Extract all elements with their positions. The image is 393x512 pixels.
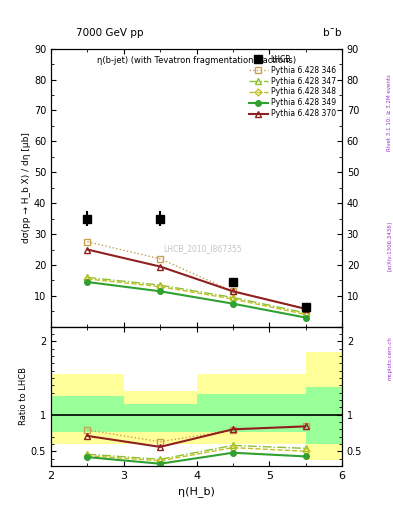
Text: b¯b: b¯b [323, 28, 342, 38]
Y-axis label: Ratio to LHCB: Ratio to LHCB [19, 368, 28, 425]
Legend: LHCB, Pythia 6.428 346, Pythia 6.428 347, Pythia 6.428 348, Pythia 6.428 349, Py: LHCB, Pythia 6.428 346, Pythia 6.428 347… [246, 52, 338, 121]
Y-axis label: dσ(pp → H_b X) / dη [μb]: dσ(pp → H_b X) / dη [μb] [22, 132, 31, 243]
Text: LHCB_2010_I867355: LHCB_2010_I867355 [163, 244, 242, 253]
Text: 7000 GeV pp: 7000 GeV pp [76, 28, 144, 38]
X-axis label: η(H_b): η(H_b) [178, 486, 215, 497]
Text: η(b-jet) (with Tevatron fragmentation fractions): η(b-jet) (with Tevatron fragmentation fr… [97, 56, 296, 65]
Text: Rivet 3.1.10; ≥ 3.2M events: Rivet 3.1.10; ≥ 3.2M events [387, 74, 392, 151]
Text: mcplots.cern.ch: mcplots.cern.ch [387, 336, 392, 380]
Text: [arXiv:1306.3436]: [arXiv:1306.3436] [387, 221, 392, 271]
